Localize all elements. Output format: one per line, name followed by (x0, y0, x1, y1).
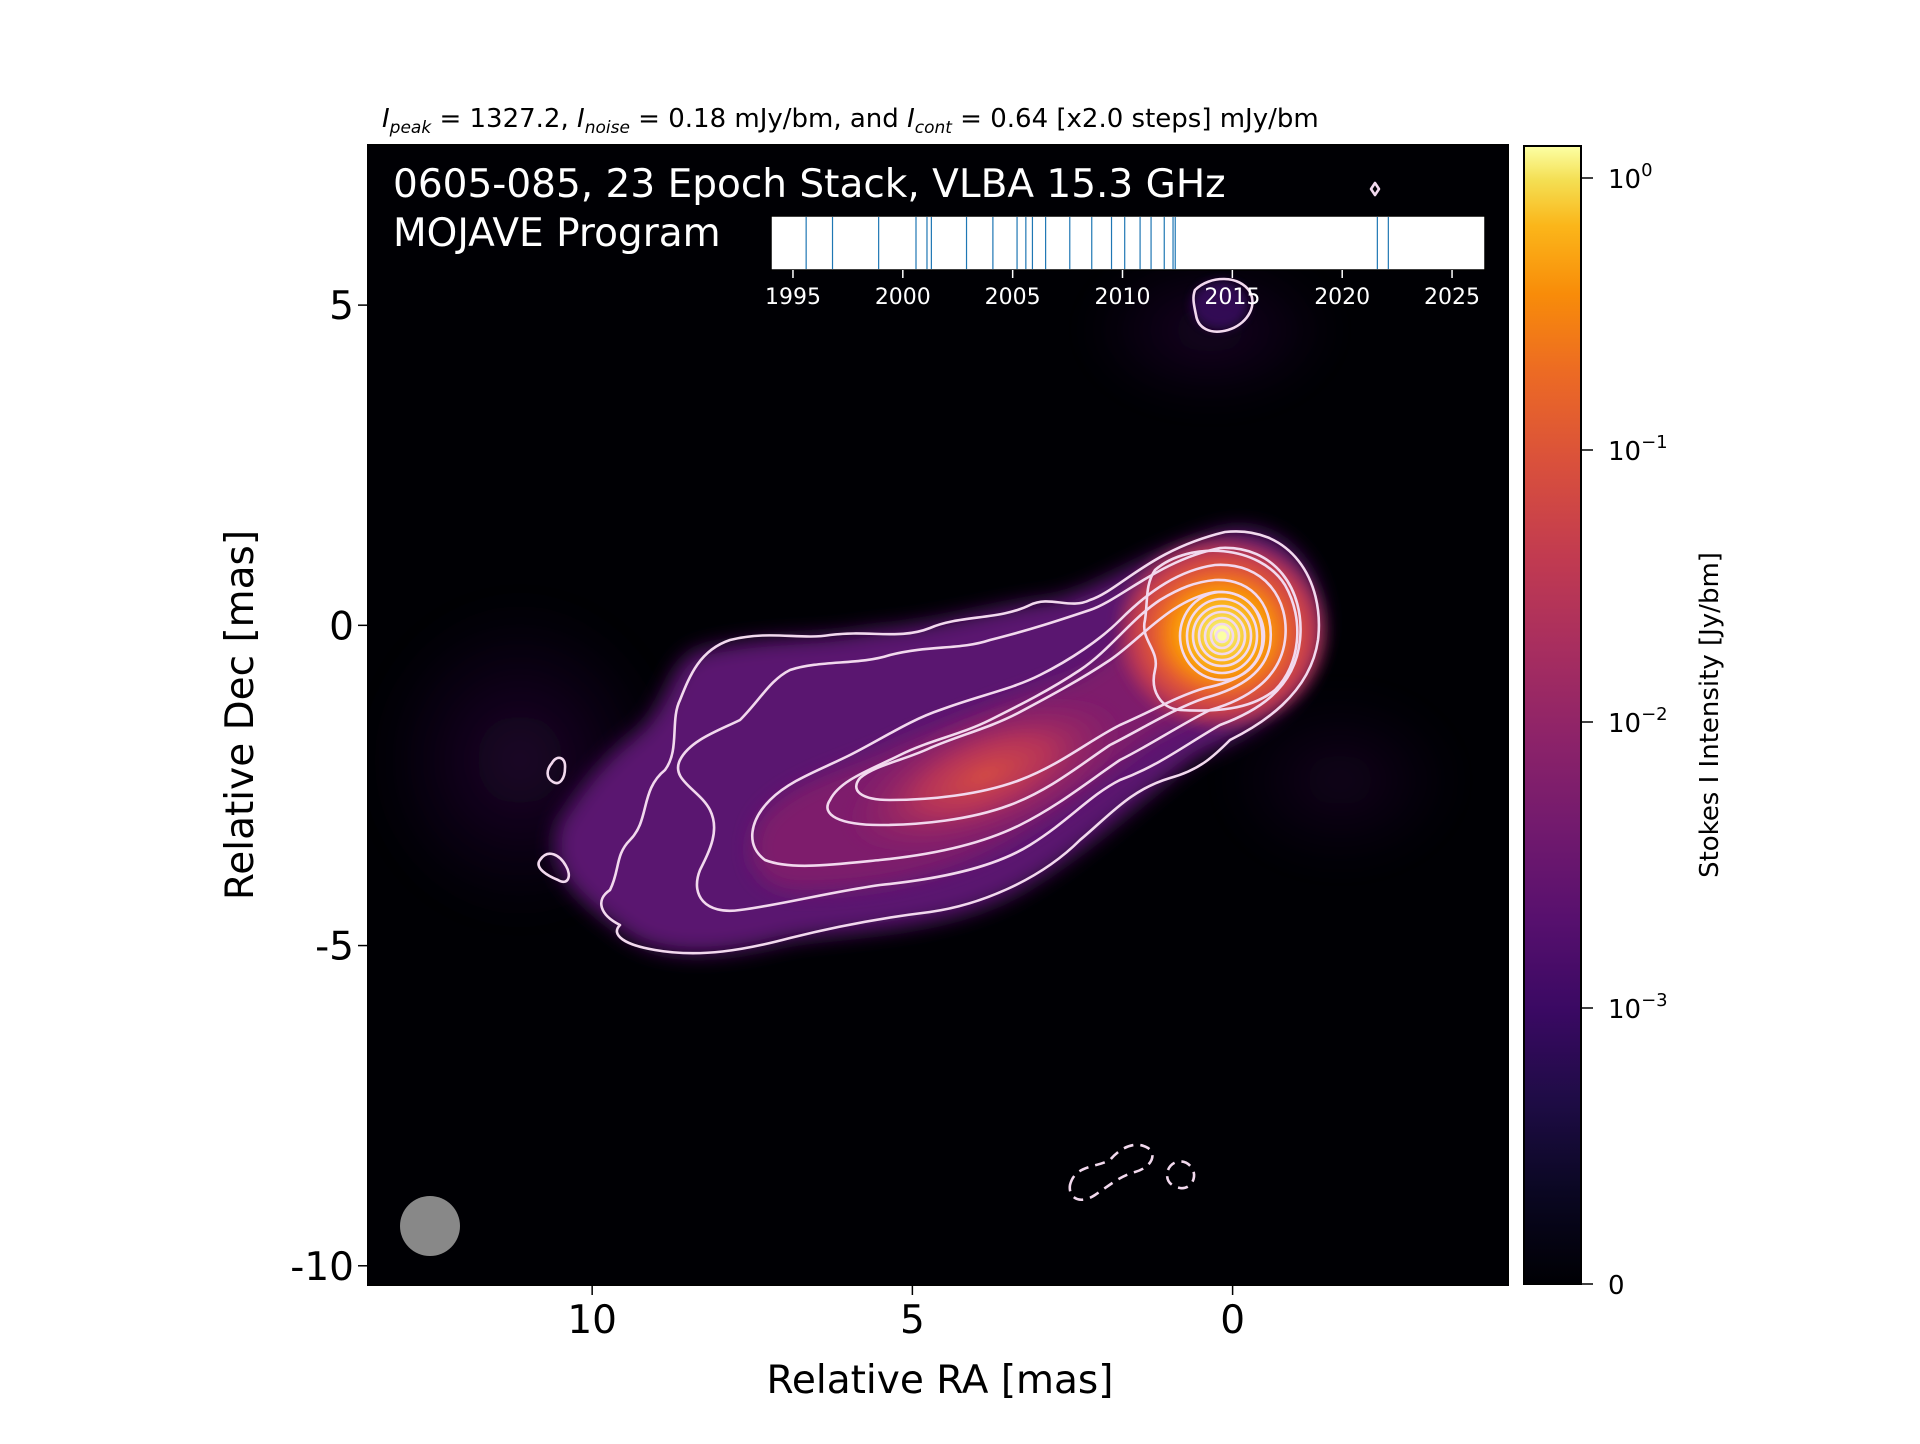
colorbar: 100 10−1 10−2 10−3 0 Stokes I Intensity … (1523, 145, 1725, 1301)
x-tick-label: 10 (567, 1298, 617, 1343)
contour-12 (1214, 628, 1230, 644)
contour-north-small (1369, 181, 1381, 197)
contour-core-outer (1142, 549, 1299, 712)
header-cont-symbol: I (907, 104, 915, 134)
colorbar-label-1e-2: 10−2 (1608, 704, 1668, 739)
colorbar-label-1e0-exp: 0 (1641, 160, 1652, 181)
y-tick-label: 5 (329, 284, 354, 329)
y-axis-label: Relative Dec [mas] (218, 530, 263, 900)
image-frame (367, 144, 1509, 1286)
header-peak-text: = 1327.2, (431, 104, 577, 134)
header-cont-text: = 0.64 [x2.0 steps] mJy/bm (952, 104, 1319, 134)
header-line: Ipeak = 1327.2, Inoise = 0.18 mJy/bm, an… (382, 104, 1319, 138)
contour-2 (676, 546, 1302, 913)
x-axis: 10 5 0 (567, 1285, 1245, 1343)
contour-7 (1185, 597, 1259, 675)
contours (537, 181, 1381, 1201)
x-tick-label: 5 (900, 1298, 925, 1343)
colorbar-label-1e-2-exp: −2 (1641, 704, 1668, 725)
colorbar-label-1e-1: 10−1 (1608, 432, 1668, 467)
contour-6 (1178, 590, 1266, 682)
header-noise-symbol: I (577, 104, 585, 134)
contour-11 (1209, 622, 1235, 650)
header-cont-sub: cont (915, 118, 954, 138)
image-panel (368, 145, 1508, 1285)
epoch-tick-label: 2010 (1095, 285, 1151, 310)
north-spot (1192, 281, 1248, 329)
header-peak-sub: peak (389, 118, 433, 138)
header-peak-symbol: I (382, 104, 390, 134)
colorbar-label-1e-3-base: 10 (1608, 995, 1641, 1025)
colorbar-gradient (1523, 145, 1582, 1285)
y-axis: 5 0 -5 -10 (290, 284, 368, 1290)
title-line1: 0605-085, 23 Epoch Stack, VLBA 15.3 GHz (393, 162, 1226, 207)
contour-8 (1191, 604, 1253, 668)
contour-north (1192, 277, 1254, 333)
contour-negative-1 (1068, 1143, 1154, 1201)
jet-bright-blob (843, 694, 1127, 856)
y-tick-label: -5 (315, 925, 354, 970)
title-line2: MOJAVE Program (393, 211, 721, 256)
haze-east (1220, 690, 1460, 870)
core-peak (1214, 625, 1230, 641)
x-axis-label: Relative RA [mas] (767, 1358, 1114, 1403)
contour-negative-2 (1165, 1160, 1196, 1190)
colorbar-label-0: 0 (1608, 1271, 1625, 1301)
colorbar-label-1e0: 100 (1608, 160, 1653, 195)
header-noise-sub: noise (585, 118, 630, 138)
contour-10 (1203, 616, 1241, 656)
y-tick-label: 0 (329, 604, 354, 649)
header-noise-text: = 0.18 mJy/bm, and (630, 104, 907, 134)
y-tick-label: -10 (290, 1245, 354, 1290)
colorbar-label-1e-3-exp: −3 (1641, 990, 1668, 1011)
contour-5 (854, 590, 1264, 802)
epoch-tick-label: 2025 (1424, 285, 1480, 310)
epoch-inset: 1995 2000 2005 2010 2015 2020 2025 (765, 215, 1486, 310)
epoch-inset-frame (770, 215, 1486, 271)
contour-island-2 (537, 852, 571, 884)
epoch-tick-label: 2005 (985, 285, 1041, 310)
beam-ellipse (400, 1196, 460, 1256)
colorbar-label-1e-1-exp: −1 (1641, 432, 1668, 453)
epoch-tick-label: 2020 (1314, 285, 1370, 310)
contour-1 (600, 530, 1321, 955)
colorbar-label-1e-2-base: 10 (1608, 709, 1641, 739)
epoch-tick-label: 1995 (765, 285, 821, 310)
contour-9 (1197, 610, 1247, 662)
colorbar-label-1e-3: 10−3 (1608, 990, 1668, 1025)
contour-island-1 (546, 756, 567, 785)
colorbar-title: Stokes I Intensity [Jy/bm] (1695, 552, 1725, 878)
epoch-tick-label: 2015 (1204, 285, 1260, 310)
colorbar-ticks (1581, 177, 1593, 1285)
colorbar-label-1e-1-base: 10 (1608, 437, 1641, 467)
epoch-tick-label: 2000 (875, 285, 931, 310)
x-tick-label: 0 (1220, 1298, 1245, 1343)
contour-4 (826, 578, 1273, 827)
colorbar-label-1e0-base: 10 (1608, 165, 1641, 195)
